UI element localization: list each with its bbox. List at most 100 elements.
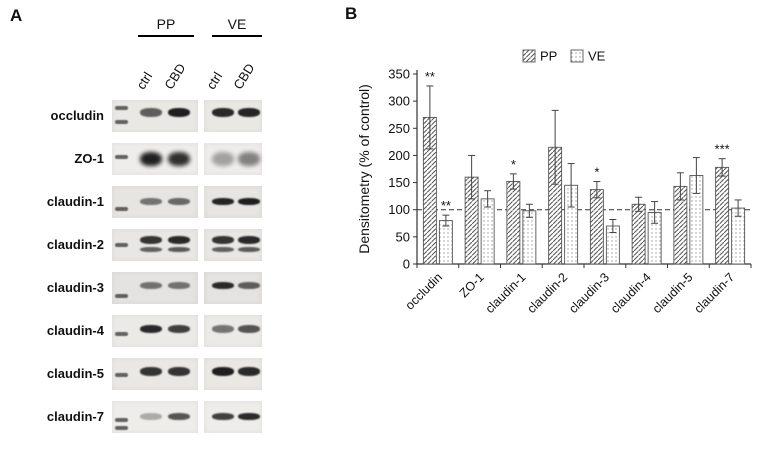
protein-band-1 (168, 151, 190, 166)
blot-row-label: ZO-1 (74, 151, 104, 166)
significance-pp-claudin-3: * (594, 164, 599, 179)
protein-band-0 (140, 282, 162, 290)
blot-membrane-pp (112, 314, 198, 347)
significance-pp-occludin: ** (425, 69, 435, 84)
blot-row-claudin-5: claudin-5 (8, 352, 343, 395)
legend-label-ve: VE (588, 49, 606, 64)
y-tick-label-350: 350 (388, 67, 410, 82)
marker-band-1 (115, 425, 128, 430)
y-axis-label: Densitometry (% of control) (356, 84, 372, 254)
x-label-claudin-1: claudin-1 (483, 270, 529, 316)
protein-band-0 (140, 324, 162, 333)
significance-pp-claudin-7: *** (715, 142, 730, 157)
panel-b-label: B (345, 4, 358, 23)
blot-membrane-ve (204, 400, 262, 433)
lane-label-ctrl-2: ctrl (203, 69, 226, 92)
protein-band-1 (168, 367, 190, 377)
y-tick-label-0: 0 (403, 257, 410, 272)
blot-image-claudin-3 (112, 271, 262, 304)
protein-band-2 (212, 367, 234, 377)
x-label-claudin-5: claudin-5 (650, 270, 696, 316)
protein-band-2 (212, 282, 234, 290)
protein-band-0 (140, 413, 162, 420)
marker-band-1 (115, 119, 128, 124)
x-label-claudin-7: claudin-7 (691, 270, 737, 316)
protein-band-0 (140, 235, 162, 244)
blot-image-claudin-2 (112, 228, 262, 261)
protein-band-0 (140, 198, 162, 205)
blot-row-claudin-7: claudin-7 (8, 395, 343, 438)
legend-swatch-ve (570, 49, 584, 63)
legend-swatch-pp (522, 49, 536, 63)
y-tick-label-200: 200 (388, 148, 410, 163)
protein-band-3-lower (238, 246, 260, 252)
protein-band-1 (168, 324, 190, 333)
x-label-claudin-2: claudin-2 (524, 270, 570, 316)
blot-row-label: claudin-1 (46, 194, 104, 209)
protein-band-2-lower (212, 246, 234, 252)
group-label-pp: PP (156, 16, 176, 32)
protein-band-1-lower (168, 246, 190, 252)
lane-label-ctrl-0: ctrl (133, 69, 156, 92)
protein-band-2 (212, 108, 234, 118)
y-tick-label-50: 50 (396, 229, 410, 244)
group-underline-pp (138, 35, 194, 37)
marker-band-0 (115, 331, 128, 336)
protein-band-2 (212, 235, 234, 244)
panel-a-western-blots: A PP VE ctrl CBD ctrl CBD occludin ZO-1 claud… (8, 6, 343, 452)
bar-pp-claudin-4 (631, 203, 646, 265)
blot-membrane-pp (112, 99, 198, 132)
blot-membrane-ve (204, 142, 262, 175)
blot-row-label: occludin (50, 108, 104, 123)
blot-membrane-pp (112, 228, 198, 261)
bar-ve-claudin-1 (522, 210, 537, 265)
blot-membrane-ve (204, 99, 262, 132)
protein-band-0 (140, 367, 162, 377)
protein-band-3 (238, 282, 260, 290)
blot-header: PP VE ctrl CBD ctrl CBD (112, 16, 262, 92)
protein-band-3 (238, 367, 260, 377)
x-label-occludin: occludin (403, 270, 445, 312)
blot-row-claudin-4: claudin-4 (8, 309, 343, 352)
blot-rows: occludin ZO-1 claudin-1 claudin-2 claudin-3 c… (8, 94, 343, 438)
protein-band-3 (238, 413, 260, 420)
protein-band-2 (212, 151, 234, 166)
bar-ve-ZO-1 (480, 198, 495, 265)
blot-membrane-pp (112, 142, 198, 175)
panel-a-label: A (10, 6, 23, 25)
blot-membrane-ve (204, 314, 262, 347)
blot-row-claudin-2: claudin-2 (8, 223, 343, 266)
protein-band-1 (168, 108, 190, 118)
protein-band-1 (168, 413, 190, 420)
blot-row-label: claudin-5 (46, 366, 104, 381)
lane-label-cbd-3: CBD (230, 60, 258, 92)
blot-row-claudin-3: claudin-3 (8, 266, 343, 309)
blot-image-claudin-7 (112, 400, 262, 433)
marker-band-0 (115, 373, 128, 378)
protein-band-1 (168, 198, 190, 205)
blot-row-label: claudin-7 (46, 409, 104, 424)
y-tick-label-150: 150 (388, 175, 410, 190)
protein-band-0 (140, 108, 162, 118)
protein-band-1 (168, 282, 190, 290)
marker-band-0 (115, 242, 128, 247)
blot-row-claudin-1: claudin-1 (8, 180, 343, 223)
protein-band-3 (238, 324, 260, 333)
blot-image-occludin (112, 99, 262, 132)
protein-band-0 (140, 151, 162, 166)
marker-band-0 (115, 105, 128, 110)
protein-band-0-lower (140, 246, 162, 252)
blot-membrane-pp (112, 185, 198, 218)
y-tick-label-250: 250 (388, 121, 410, 136)
group-label-ve: VE (227, 16, 247, 32)
protein-band-1 (168, 235, 190, 244)
marker-band-0 (115, 154, 128, 159)
bar-pp-claudin-1 (506, 181, 521, 265)
protein-band-3 (238, 151, 260, 166)
blot-membrane-ve (204, 185, 262, 218)
bar-pp-claudin-3 (589, 189, 604, 265)
protein-band-2 (212, 198, 234, 205)
y-tick-label-300: 300 (388, 94, 410, 109)
